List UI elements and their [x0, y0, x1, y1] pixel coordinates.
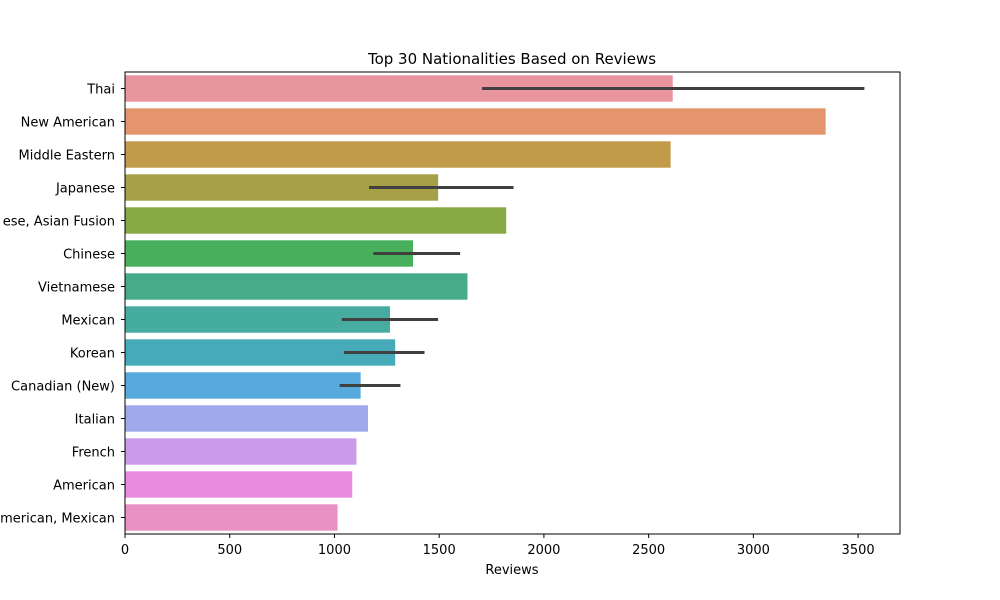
- y-tick-label-1: New American: [21, 116, 115, 131]
- x-tick-label-1: 500: [217, 543, 242, 558]
- y-tick-label-10: Italian: [75, 413, 115, 428]
- y-tick-label-11: French: [72, 446, 115, 461]
- plot-frame: [124, 71, 901, 535]
- x-ticks: 0 500 1000 1500 2000 2500 3000 3500: [121, 534, 875, 558]
- bar-13: [125, 504, 338, 531]
- y-tick-label-4: ese, Asian Fusion: [3, 215, 115, 230]
- bar-11: [125, 438, 357, 465]
- bar-1: [125, 108, 826, 135]
- bar-12: [125, 471, 353, 498]
- bar-4: [125, 207, 507, 234]
- bar-6: [125, 273, 468, 300]
- x-tick-label-5: 2500: [632, 543, 665, 558]
- y-tick-label-7: Mexican: [61, 314, 115, 329]
- x-tick-label-3: 1500: [423, 543, 456, 558]
- bar-2: [125, 141, 671, 168]
- x-tick-label-7: 3500: [842, 543, 875, 558]
- y-tick-label-13: merican, Mexican: [0, 512, 115, 527]
- y-tick-label-3: Japanese: [55, 182, 115, 197]
- bars-group: [125, 75, 826, 531]
- y-tick-label-9: Canadian (New): [11, 380, 115, 395]
- bar-5: [125, 240, 414, 267]
- y-tick-label-0: Thai: [86, 83, 115, 98]
- error-bars-group: [339, 87, 865, 387]
- y-tick-labels: Thai New American Middle Eastern Japanese es…: [0, 83, 125, 527]
- y-tick-label-6: Vietnamese: [38, 281, 115, 296]
- x-tick-label-2: 1000: [318, 543, 351, 558]
- x-tick-label-0: 0: [121, 543, 129, 558]
- chart-title: Top 30 Nationalities Based on Reviews: [367, 50, 656, 68]
- bar-10: [125, 405, 368, 432]
- y-tick-label-12: American: [53, 479, 115, 494]
- x-axis-label: Reviews: [485, 563, 538, 578]
- x-tick-label-4: 2000: [527, 543, 560, 558]
- bar-9: [125, 372, 361, 399]
- y-tick-label-5: Chinese: [63, 248, 115, 263]
- x-tick-label-6: 3000: [737, 543, 770, 558]
- y-tick-label-8: Korean: [70, 347, 115, 362]
- y-tick-label-2: Middle Eastern: [19, 149, 115, 164]
